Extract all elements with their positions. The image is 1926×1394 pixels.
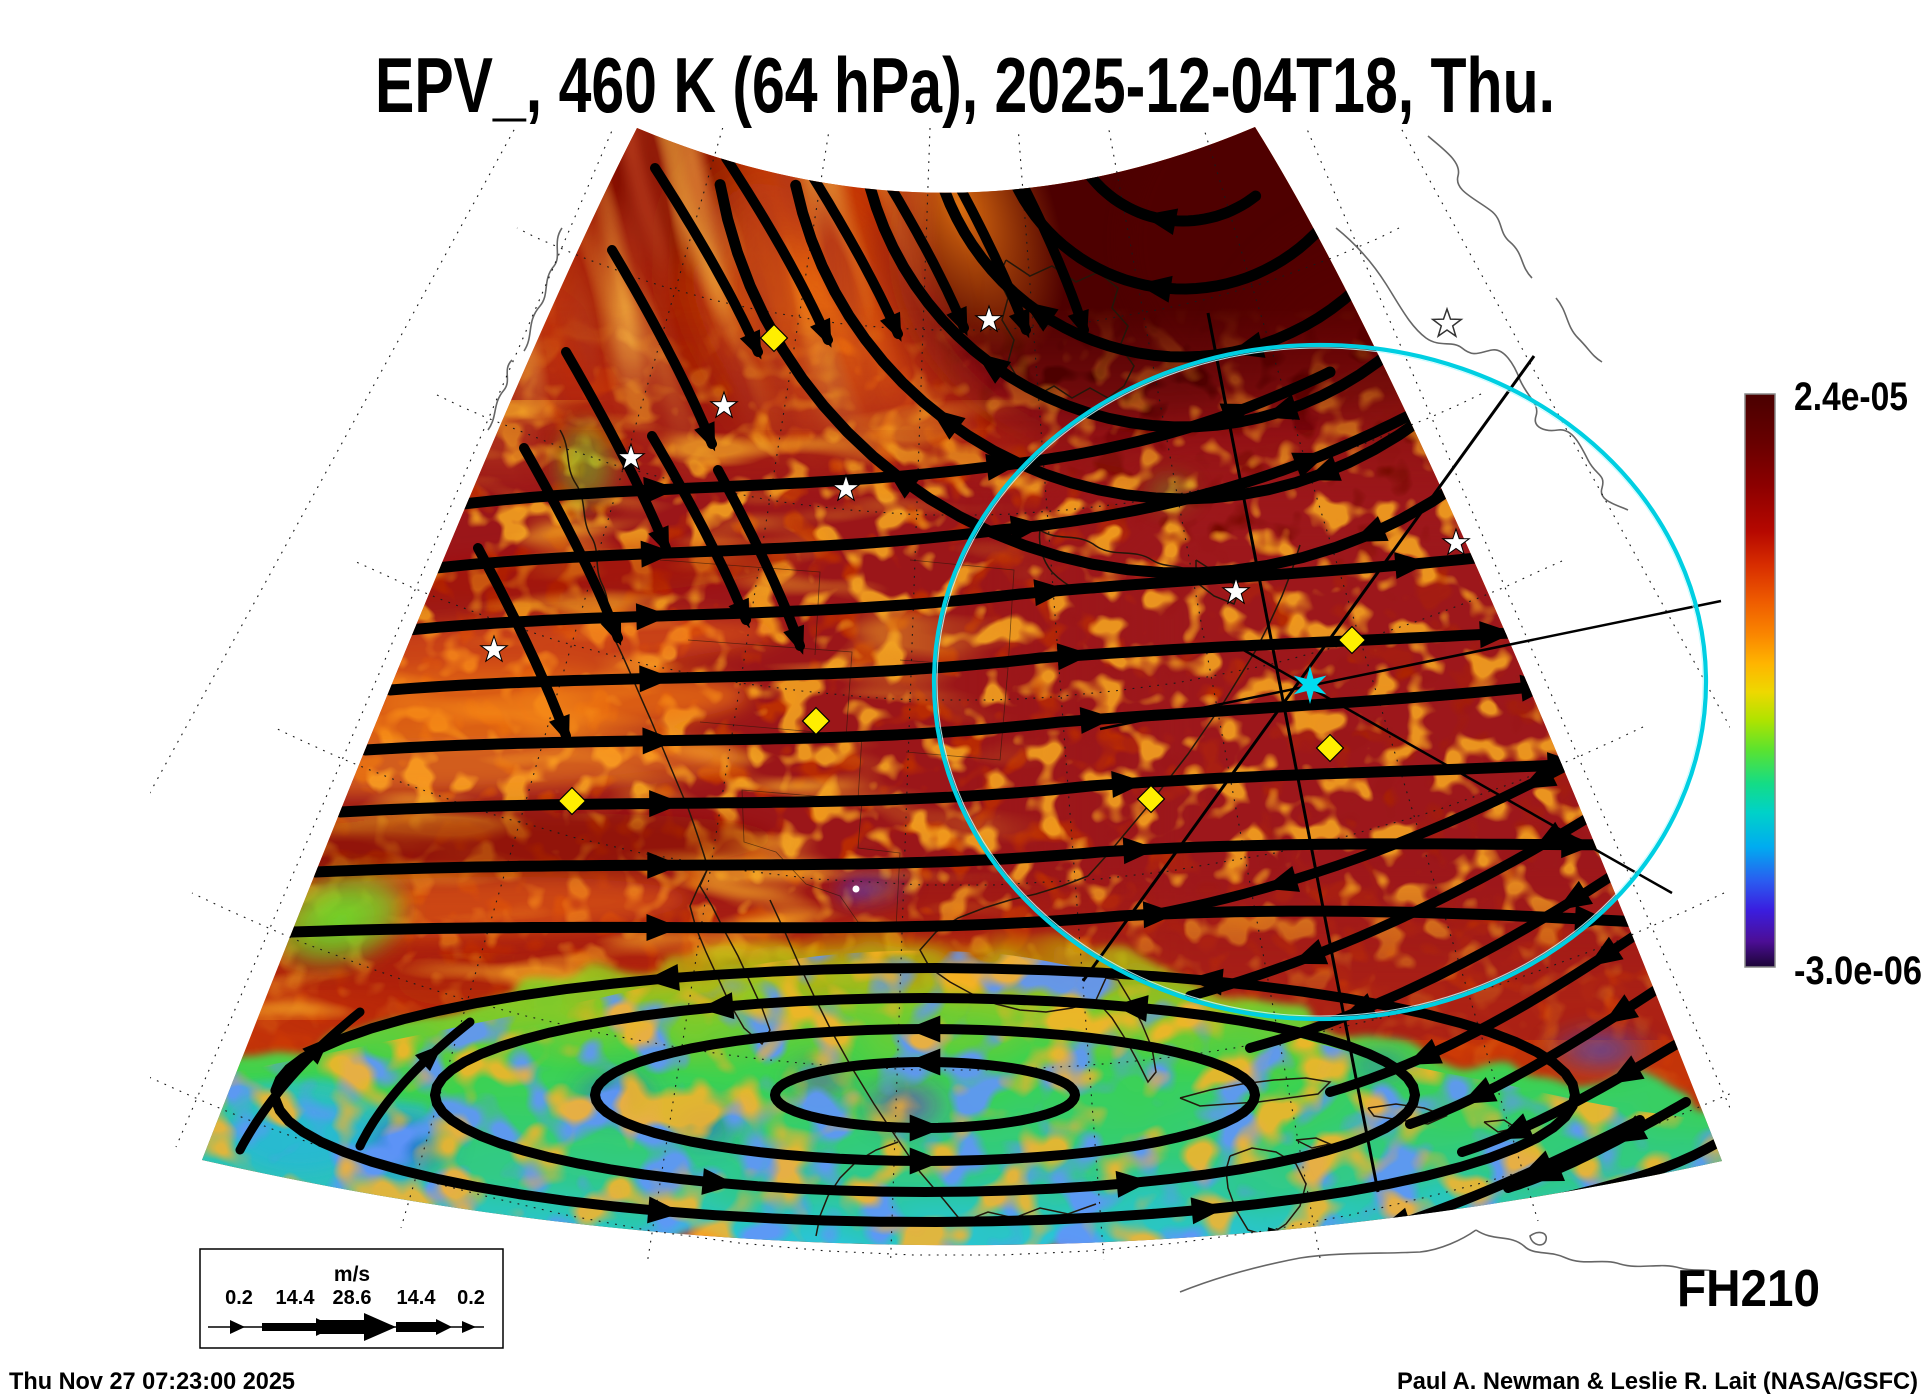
svg-text:EPV_, 460 K (64 hPa), 2025-12-: EPV_, 460 K (64 hPa), 2025-12-04T18, Thu…: [375, 41, 1555, 129]
svg-text:m/s: m/s: [334, 1263, 370, 1286]
svg-text:0.2: 0.2: [225, 1287, 253, 1309]
svg-text:Thu Nov 27 07:23:00 2025: Thu Nov 27 07:23:00 2025: [9, 1368, 295, 1394]
svg-text:FH210: FH210: [1677, 1260, 1820, 1318]
svg-text:0.2: 0.2: [457, 1287, 485, 1309]
svg-text:14.4: 14.4: [397, 1287, 437, 1309]
svg-text:14.4: 14.4: [276, 1287, 316, 1309]
svg-text:2.4e-05: 2.4e-05: [1794, 375, 1908, 419]
svg-text:Paul A. Newman & Leslie R. Lai: Paul A. Newman & Leslie R. Lait (NASA/GS…: [1397, 1368, 1918, 1394]
svg-text:-3.0e-06: -3.0e-06: [1794, 949, 1922, 993]
svg-text:28.6: 28.6: [333, 1287, 372, 1309]
